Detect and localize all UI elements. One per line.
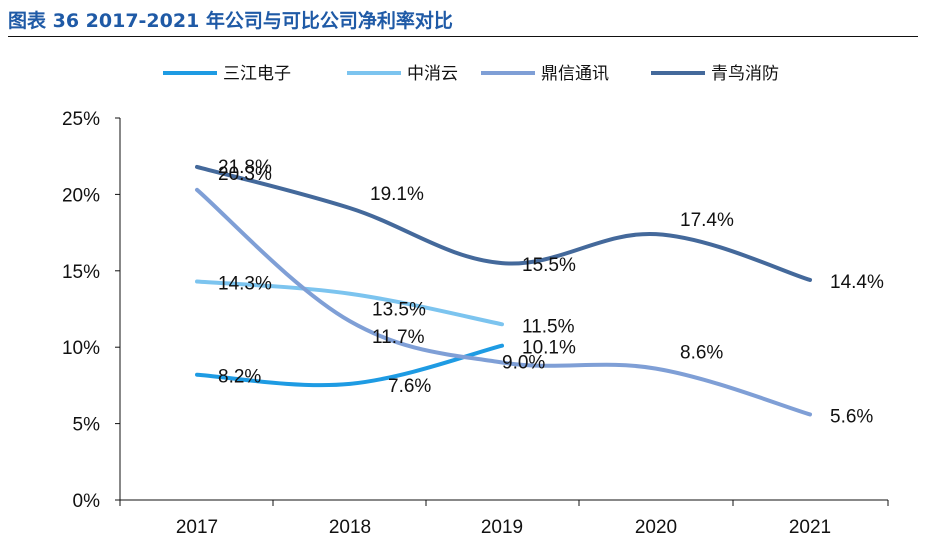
- data-label-qingniao: 17.4%: [680, 210, 734, 231]
- legend: 三江电子 中消云 鼎信通讯 青鸟消防: [163, 64, 779, 84]
- y-tick-label: 5%: [73, 415, 101, 436]
- data-label-qingniao: 21.8%: [218, 157, 272, 178]
- data-label-dingxin: 9.0%: [502, 352, 545, 373]
- legend-label-dingxin: 鼎信通讯: [541, 64, 609, 84]
- page-title: 图表 36 2017-2021 年公司与可比公司净利率对比: [8, 10, 453, 32]
- data-label-zhongxiaoyun: 13.5%: [372, 300, 426, 321]
- y-tick-label: 15%: [62, 262, 100, 283]
- data-label-zhongxiaoyun: 14.3%: [218, 273, 272, 294]
- legend-label-zhongxiaoyun: 中消云: [407, 64, 458, 84]
- series-line-qingniao: [195, 164, 812, 282]
- axes: 0% 5% 10% 15% 20% 25% 2017 2018 2019 2020 2021: [62, 109, 889, 538]
- data-label-sanjiang: 7.6%: [388, 376, 431, 397]
- y-tick-label: 25%: [62, 109, 100, 130]
- series-line-dingxin: [195, 187, 812, 417]
- data-label-dingxin: 11.7%: [372, 327, 425, 348]
- data-label-sanjiang: 10.1%: [522, 338, 576, 359]
- x-tick-label: 2020: [635, 517, 677, 538]
- y-tick-label: 10%: [62, 338, 100, 359]
- data-label-zhongxiaoyun: 11.5%: [522, 316, 575, 337]
- x-tick-label: 2019: [481, 517, 523, 538]
- data-label-dingxin: 5.6%: [830, 406, 873, 427]
- title-divider: [8, 36, 918, 37]
- data-labels: 8.2% 7.6% 10.1% 14.3% 13.5% 11.5% 20.3% 11.7% 9.…: [218, 157, 884, 428]
- x-tick-label: 2021: [789, 517, 831, 538]
- series-line-zhongxiaoyun: [195, 279, 504, 327]
- x-tick-label: 2017: [176, 517, 218, 538]
- legend-label-sanjiang: 三江电子: [223, 64, 291, 84]
- data-label-qingniao: 14.4%: [830, 272, 884, 293]
- data-label-qingniao: 15.5%: [522, 255, 576, 276]
- legend-label-qingniao: 青鸟消防: [711, 64, 779, 84]
- data-label-dingxin: 20.3%: [218, 164, 272, 185]
- data-label-dingxin: 8.6%: [680, 343, 723, 364]
- y-tick-label: 0%: [73, 491, 101, 512]
- x-tick-label: 2018: [329, 517, 371, 538]
- series-lines: [195, 164, 812, 417]
- y-tick-label: 20%: [62, 185, 100, 206]
- data-label-sanjiang: 8.2%: [218, 367, 261, 388]
- data-label-qingniao: 19.1%: [370, 184, 424, 205]
